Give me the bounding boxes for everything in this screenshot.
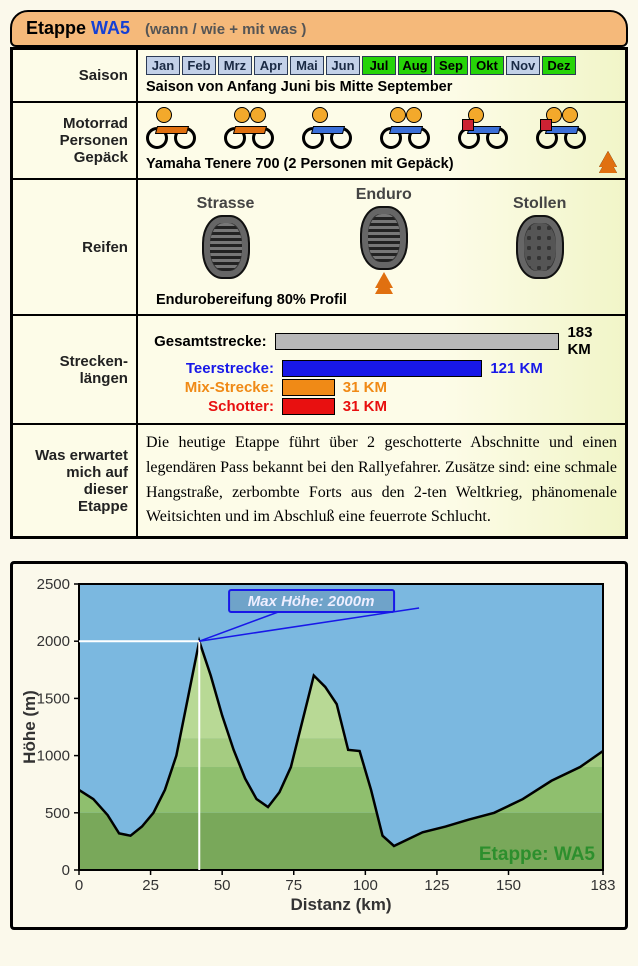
distance-rows: Gesamtstrecke:183 KM Teerstrecke:121 KM Mi… bbox=[146, 324, 617, 415]
season-cell: JanFebMrzAprMaiJunJulAugSepOktNovDez Sai… bbox=[137, 49, 627, 103]
month-okt: Okt bbox=[470, 56, 504, 75]
month-apr: Apr bbox=[254, 56, 288, 75]
svg-text:1000: 1000 bbox=[37, 748, 70, 765]
svg-text:Etappe: WA5: Etappe: WA5 bbox=[479, 844, 596, 865]
svg-text:Max Höhe: 2000m: Max Höhe: 2000m bbox=[248, 593, 375, 610]
distance-row: Gesamtstrecke:183 KM bbox=[146, 324, 617, 358]
month-jun: Jun bbox=[326, 56, 360, 75]
bike-variant-2 bbox=[302, 111, 352, 149]
distances-label: Strecken-längen bbox=[12, 315, 137, 424]
svg-text:100: 100 bbox=[353, 877, 378, 894]
svg-text:183: 183 bbox=[590, 877, 615, 894]
bike-variant-0 bbox=[146, 111, 196, 149]
stage-subtitle: (wann / wie + mit was ) bbox=[145, 21, 306, 38]
svg-text:25: 25 bbox=[142, 877, 159, 894]
month-sep: Sep bbox=[434, 56, 468, 75]
svg-text:75: 75 bbox=[285, 877, 302, 894]
tires-cell: Strasse Enduro Stollen Endurobereifung 80%… bbox=[137, 179, 627, 315]
elevation-chart-svg: Höhe (m)Distanz (km)05001000150020002500… bbox=[17, 576, 617, 916]
svg-text:500: 500 bbox=[45, 805, 70, 822]
svg-text:2000: 2000 bbox=[37, 633, 70, 650]
svg-text:50: 50 bbox=[214, 877, 231, 894]
info-table: Saison JanFebMrzAprMaiJunJulAugSepOktNov… bbox=[10, 47, 628, 539]
months-row: JanFebMrzAprMaiJunJulAugSepOktNovDez bbox=[146, 56, 617, 75]
description-text: Die heutige Etappe führt über 2 geschott… bbox=[137, 424, 627, 538]
season-label: Saison bbox=[12, 49, 137, 103]
tires-row: Strasse Enduro Stollen bbox=[146, 186, 617, 288]
bike-variant-1 bbox=[224, 111, 274, 149]
distance-row: Schotter:31 KM bbox=[146, 398, 617, 415]
svg-text:2500: 2500 bbox=[37, 576, 70, 593]
month-nov: Nov bbox=[506, 56, 540, 75]
stage-label: Etappe bbox=[26, 18, 91, 38]
svg-text:0: 0 bbox=[75, 877, 83, 894]
month-aug: Aug bbox=[398, 56, 432, 75]
bikes-row bbox=[146, 111, 617, 149]
tire-type-strasse: Strasse bbox=[197, 195, 255, 279]
svg-text:150: 150 bbox=[496, 877, 521, 894]
bike-caption: Yamaha Tenere 700 (2 Personen mit Gepäck… bbox=[146, 156, 589, 172]
svg-text:125: 125 bbox=[424, 877, 449, 894]
description-label: Was erwartetmich aufdieserEtappe bbox=[12, 424, 137, 538]
distance-row: Teerstrecke:121 KM bbox=[146, 360, 617, 377]
svg-text:0: 0 bbox=[62, 862, 70, 879]
tires-caption: Endurobereifung 80% Profil bbox=[156, 292, 617, 308]
bike-variant-3 bbox=[380, 111, 430, 149]
month-mai: Mai bbox=[290, 56, 324, 75]
distances-cell: Gesamtstrecke:183 KM Teerstrecke:121 KM Mi… bbox=[137, 315, 627, 424]
tire-type-stollen: Stollen bbox=[513, 195, 566, 279]
svg-text:1500: 1500 bbox=[37, 691, 70, 708]
month-dez: Dez bbox=[542, 56, 576, 75]
distance-row: Mix-Strecke:31 KM bbox=[146, 379, 617, 396]
selected-arrow-icon bbox=[599, 151, 617, 172]
month-jan: Jan bbox=[146, 56, 180, 75]
season-caption: Saison von Anfang Juni bis Mitte Septemb… bbox=[146, 79, 617, 95]
bike-label: MotorradPersonenGepäck bbox=[12, 102, 137, 179]
svg-text:Distanz (km): Distanz (km) bbox=[290, 895, 391, 914]
month-feb: Feb bbox=[182, 56, 216, 75]
bike-variant-4 bbox=[458, 111, 508, 149]
bike-cell: Yamaha Tenere 700 (2 Personen mit Gepäck… bbox=[137, 102, 627, 179]
tires-label: Reifen bbox=[12, 179, 137, 315]
bike-variant-5 bbox=[536, 111, 586, 149]
month-mrz: Mrz bbox=[218, 56, 252, 75]
tire-type-enduro: Enduro bbox=[356, 186, 412, 288]
stage-code: WA5 bbox=[91, 18, 130, 38]
stage-header: Etappe WA5 (wann / wie + mit was ) bbox=[10, 10, 628, 47]
elevation-chart: Höhe (m)Distanz (km)05001000150020002500… bbox=[10, 561, 628, 930]
month-jul: Jul bbox=[362, 56, 396, 75]
